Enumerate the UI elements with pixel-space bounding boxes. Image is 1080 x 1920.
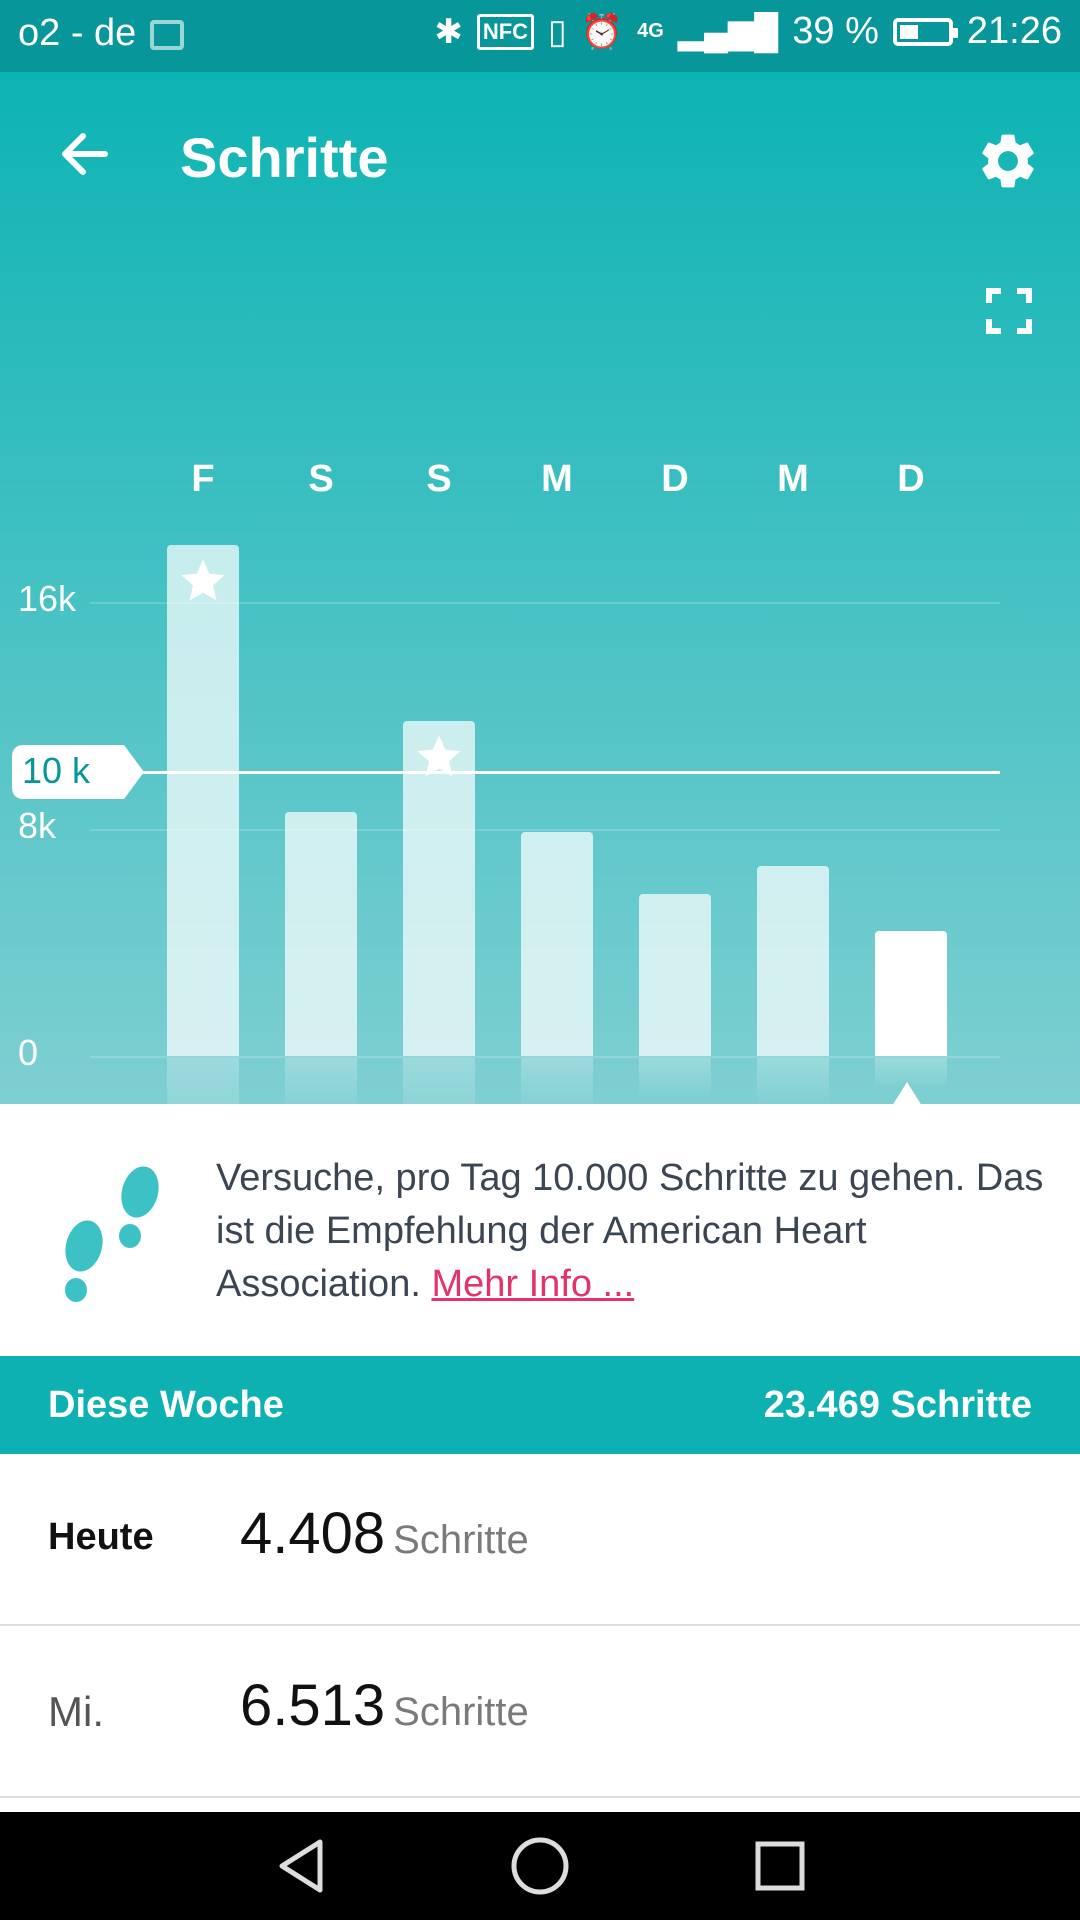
nav-recents-icon[interactable] bbox=[748, 1834, 812, 1898]
tip-card: Versuche, pro Tag 10.000 Schritte zu geh… bbox=[0, 1104, 1080, 1356]
status-bar: o2 - de ✱ NFC ▯ ⏰ 4G ▂▄▆█ 39 % 21:26 bbox=[0, 0, 1080, 72]
week-total: 23.469 Schritte bbox=[763, 1384, 1032, 1426]
day-label-0: F bbox=[191, 458, 215, 500]
step-unit: Schritte bbox=[393, 1518, 529, 1562]
step-count: 4.408 bbox=[240, 1501, 386, 1566]
day-label-6: D bbox=[897, 458, 925, 500]
goal-badge bbox=[12, 745, 144, 800]
week-label: Diese Woche bbox=[48, 1384, 284, 1426]
alarm-icon: ⏰ bbox=[580, 12, 624, 51]
image-notification-icon bbox=[150, 20, 184, 50]
y-tick-label: 16k bbox=[18, 578, 77, 619]
y-tick-label: 0 bbox=[18, 1032, 39, 1073]
signal-icon: ▂▄▆█ bbox=[677, 12, 779, 51]
carrier-label: o2 - de bbox=[18, 12, 137, 54]
system-nav-bar bbox=[0, 1812, 1080, 1920]
bar-4[interactable] bbox=[639, 894, 711, 1056]
tip-text: Versuche, pro Tag 10.000 Schritte zu geh… bbox=[216, 1152, 1056, 1311]
goal-label: 10 k bbox=[22, 750, 91, 792]
day-row[interactable]: Mi. 6.513 Schritte bbox=[0, 1626, 1080, 1798]
bar-reflection bbox=[639, 1058, 711, 1099]
bar-reflection bbox=[875, 1058, 947, 1090]
fullscreen-icon[interactable] bbox=[985, 287, 1033, 335]
bar-6[interactable] bbox=[875, 930, 947, 1056]
tip-message: Versuche, pro Tag 10.000 Schritte zu geh… bbox=[216, 1157, 1044, 1305]
day-name: Heute bbox=[48, 1516, 154, 1558]
day-label-2: S bbox=[426, 458, 452, 500]
nav-home-icon[interactable] bbox=[508, 1834, 572, 1898]
step-unit: Schritte bbox=[393, 1690, 529, 1734]
bar-1[interactable] bbox=[285, 811, 357, 1056]
back-arrow-icon[interactable] bbox=[55, 124, 115, 184]
day-steps: 4.408 Schritte bbox=[240, 1500, 529, 1567]
page-title: Schritte bbox=[180, 126, 389, 189]
step-count: 6.513 bbox=[240, 1673, 386, 1738]
y-tick-label: 8k bbox=[18, 805, 57, 846]
week-summary-header: Diese Woche 23.469 Schritte bbox=[0, 1356, 1080, 1454]
day-label-5: M bbox=[777, 458, 809, 500]
vibrate-icon: ▯ bbox=[548, 12, 567, 51]
day-row[interactable]: Heute 4.408 Schritte bbox=[0, 1454, 1080, 1626]
bluetooth-icon: ✱ bbox=[434, 12, 463, 51]
bar-2[interactable] bbox=[403, 721, 475, 1056]
day-label-1: S bbox=[308, 458, 334, 500]
goal-star-icon bbox=[181, 559, 225, 601]
nfc-icon: NFC bbox=[476, 13, 535, 50]
bar-5[interactable] bbox=[757, 865, 829, 1056]
bar-reflection bbox=[757, 1058, 829, 1106]
goal-star-icon bbox=[417, 735, 461, 777]
gridline bbox=[90, 1056, 1000, 1058]
gridline bbox=[90, 602, 1000, 604]
status-icons: ✱ NFC ▯ ⏰ 4G ▂▄▆█ 39 % 21:26 bbox=[434, 10, 1062, 53]
goal-line bbox=[130, 771, 1000, 775]
gridline bbox=[90, 829, 1000, 831]
nav-back-icon[interactable] bbox=[270, 1834, 334, 1898]
bar-3[interactable] bbox=[521, 831, 593, 1056]
gear-icon[interactable] bbox=[975, 128, 1041, 194]
app-bar: Schritte bbox=[0, 72, 1080, 242]
day-name: Mi. bbox=[48, 1688, 104, 1735]
network-type: 4G bbox=[637, 20, 664, 42]
battery-icon bbox=[892, 17, 958, 46]
day-label-3: M bbox=[541, 458, 573, 500]
day-label-4: D bbox=[661, 458, 689, 500]
today-marker-icon bbox=[892, 1082, 922, 1106]
bar-0[interactable] bbox=[167, 545, 239, 1056]
footprints-icon bbox=[65, 1166, 159, 1302]
day-steps: 6.513 Schritte bbox=[240, 1672, 529, 1739]
clock: 21:26 bbox=[966, 10, 1062, 52]
battery-percent: 39 % bbox=[792, 10, 879, 52]
more-info-link[interactable]: Mehr Info ... bbox=[431, 1263, 635, 1305]
